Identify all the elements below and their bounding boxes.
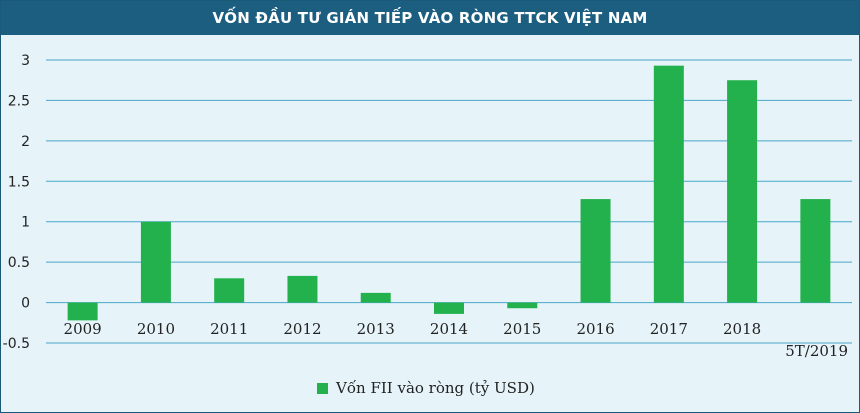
y-tick-label: 2.5 <box>8 93 30 109</box>
bar-2010 <box>140 221 171 303</box>
x-tick-label: 2009 <box>64 320 102 338</box>
bar-2011 <box>214 278 245 303</box>
y-tick-label: 3 <box>21 53 30 69</box>
bars <box>67 65 831 321</box>
legend: Vốn FII vào ròng (tỷ USD) <box>317 378 535 398</box>
legend-swatch <box>317 382 328 394</box>
y-tick-label: 2 <box>21 134 30 150</box>
x-axis-ticks: 2009 2010 2011 2012 2013 2014 2015 2016 2017 2018… <box>64 320 848 360</box>
y-tick-label: 0.5 <box>8 255 30 271</box>
bar-2013 <box>360 292 391 303</box>
y-axis-ticks: -0.5 0 0.5 1 1.5 2 2.5 3 <box>3 53 30 352</box>
bar-2009 <box>67 302 98 321</box>
x-tick-label: 2012 <box>283 320 321 338</box>
y-tick-label: -0.5 <box>3 336 30 352</box>
bar-2012 <box>287 275 318 303</box>
gridlines <box>46 59 852 344</box>
bar-2015 <box>507 302 538 309</box>
legend-label: Vốn FII vào ròng (tỷ USD) <box>336 379 535 397</box>
y-tick-label: 1 <box>21 215 30 231</box>
bar-2017 <box>653 65 684 303</box>
chart-title: VỐN ĐẦU TƯ GIÁN TIẾP VÀO RÒNG TTCK VIỆT … <box>1 1 859 35</box>
x-tick-label: 5T/2019 <box>785 342 848 360</box>
x-tick-label: 2018 <box>723 320 761 338</box>
x-tick-label: 2010 <box>137 320 175 338</box>
x-tick-label: 2011 <box>210 320 248 338</box>
x-tick-label: 2016 <box>576 320 614 338</box>
x-tick-label: 2015 <box>503 320 541 338</box>
bar-5T/2019 <box>800 199 831 303</box>
x-tick-label: 2013 <box>357 320 395 338</box>
x-tick-label: 2014 <box>430 320 468 338</box>
x-tick-label: 2017 <box>650 320 688 338</box>
bar-2014 <box>434 302 464 314</box>
bar-2018 <box>727 80 758 303</box>
bar-2016 <box>580 199 611 303</box>
y-tick-label: 0 <box>21 296 30 312</box>
y-tick-label: 1.5 <box>8 174 30 190</box>
